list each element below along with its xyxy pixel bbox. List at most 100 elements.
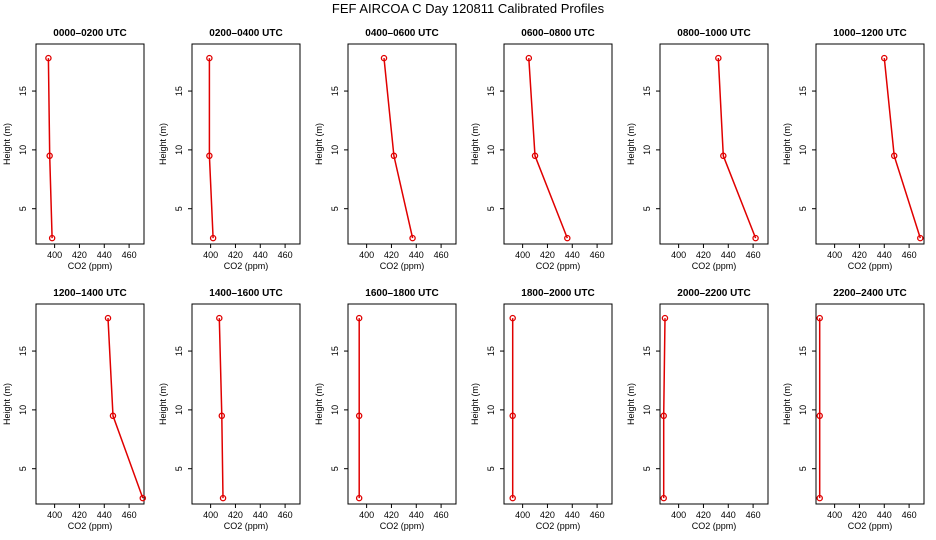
- x-tick-label: 440: [565, 250, 580, 260]
- plot-frame: [503, 43, 613, 245]
- y-tick-label: 10: [642, 405, 652, 415]
- profile-point: [355, 494, 363, 502]
- panel-title: 2000–2200 UTC: [677, 288, 750, 299]
- y-tick-label: 15: [486, 346, 496, 356]
- x-tick-label: 440: [97, 510, 112, 520]
- y-axis-label: Height (m): [782, 123, 792, 165]
- profile-point: [104, 314, 112, 322]
- plot-frame: [815, 43, 925, 245]
- x-tick-label: 460: [746, 510, 761, 520]
- x-tick-label: 460: [278, 250, 293, 260]
- y-tick-label: 15: [330, 86, 340, 96]
- x-axis-label: CO2 (ppm): [692, 521, 737, 531]
- profile-point: [380, 54, 388, 62]
- y-tick-label: 10: [642, 145, 652, 155]
- chart-panel: 2000–2200 UTC 400 420 440 460 5 10 15 CO2 (ppm) H…: [626, 288, 769, 531]
- profile-point: [531, 152, 539, 160]
- x-tick-label: 440: [409, 250, 424, 260]
- x-tick-label: 400: [515, 250, 530, 260]
- x-tick-label: 420: [540, 250, 555, 260]
- y-tick-label: 5: [330, 206, 340, 211]
- y-tick-label: 10: [174, 405, 184, 415]
- panel-title: 2200–2400 UTC: [833, 288, 906, 299]
- y-tick-label: 5: [486, 206, 496, 211]
- profile-point: [206, 152, 213, 160]
- x-tick-label: 440: [877, 510, 892, 520]
- profile-line: [208, 58, 214, 239]
- panel-title: 1400–1600 UTC: [209, 288, 282, 299]
- x-tick-label: 400: [827, 510, 842, 520]
- chart-panel: 0400–0600 UTC 400 420 440 460 5 10 15 CO2 (ppm) H…: [314, 28, 457, 271]
- y-tick-label: 15: [18, 86, 28, 96]
- y-tick-label: 15: [798, 346, 808, 356]
- y-axis-label: Height (m): [158, 123, 168, 165]
- x-tick-label: 460: [902, 510, 917, 520]
- x-tick-label: 420: [540, 510, 555, 520]
- chart-panel: 0200–0400 UTC 400 420 440 460 5 10 15 CO2 (ppm) H…: [158, 28, 301, 271]
- chart-panel: 1000–1200 UTC 400 420 440 460 5 10 15 CO2 (ppm) H…: [782, 28, 925, 271]
- x-tick-label: 440: [409, 510, 424, 520]
- profile-line: [107, 318, 144, 499]
- profile-point: [525, 54, 533, 62]
- y-tick-label: 5: [18, 466, 28, 471]
- chart-panel: 1400–1600 UTC 400 420 440 460 5 10 15 CO2 (ppm) H…: [158, 288, 301, 531]
- plot-frame: [191, 43, 301, 245]
- x-axis-label: CO2 (ppm): [536, 261, 581, 271]
- profile-point: [109, 412, 117, 420]
- plot-frame: [347, 303, 457, 505]
- x-tick-label: 400: [47, 250, 62, 260]
- chart-panel: 1600–1800 UTC 400 420 440 460 5 10 15 CO2 (ppm) H…: [314, 288, 457, 531]
- x-tick-label: 400: [203, 510, 218, 520]
- x-tick-label: 400: [203, 250, 218, 260]
- y-tick-label: 10: [330, 405, 340, 415]
- y-tick-label: 15: [486, 86, 496, 96]
- x-tick-label: 440: [721, 250, 736, 260]
- profile-point: [45, 54, 52, 62]
- x-tick-label: 420: [696, 510, 711, 520]
- profile-point: [816, 314, 823, 322]
- x-tick-label: 400: [359, 510, 374, 520]
- x-tick-label: 400: [671, 510, 686, 520]
- profile-point: [715, 54, 722, 62]
- plot-frame: [347, 43, 457, 245]
- chart-panel: 0000–0200 UTC 400 420 440 460 5 10 15 CO2 (ppm) H…: [2, 28, 145, 271]
- x-tick-label: 420: [852, 250, 867, 260]
- chart-panel: 0600–0800 UTC 400 420 440 460 5 10 15 CO2 (ppm) H…: [470, 28, 613, 271]
- chart-panel: 0800–1000 UTC 400 420 440 460 5 10 15 CO2 (ppm) H…: [626, 28, 769, 271]
- y-axis-label: Height (m): [2, 383, 12, 425]
- panel-title: 0000–0200 UTC: [53, 28, 126, 39]
- y-tick-label: 5: [642, 206, 652, 211]
- profile-line: [47, 58, 53, 239]
- x-tick-label: 460: [278, 510, 293, 520]
- page-title: FEF AIRCOA C Day 120811 Calibrated Profi…: [331, 1, 605, 16]
- x-tick-label: 440: [721, 510, 736, 520]
- profile-point: [816, 412, 823, 420]
- x-tick-label: 460: [434, 510, 449, 520]
- profile-point: [219, 494, 227, 502]
- panel-title: 0600–0800 UTC: [521, 28, 594, 39]
- chart-panel: 1800–2000 UTC 400 420 440 460 5 10 15 CO2 (ppm) H…: [470, 288, 613, 531]
- profile-point: [881, 54, 888, 62]
- panel-title: 1800–2000 UTC: [521, 288, 594, 299]
- x-tick-label: 420: [696, 250, 711, 260]
- y-tick-label: 10: [798, 405, 808, 415]
- y-axis-label: Height (m): [470, 383, 480, 425]
- x-axis-label: CO2 (ppm): [224, 521, 269, 531]
- profile-point: [660, 412, 667, 420]
- profile-point: [720, 152, 727, 160]
- profile-point: [390, 152, 398, 160]
- panel-title: 1600–1800 UTC: [365, 288, 438, 299]
- plot-frame: [35, 303, 145, 505]
- y-tick-label: 15: [174, 86, 184, 96]
- y-axis-label: Height (m): [470, 123, 480, 165]
- y-tick-label: 10: [798, 145, 808, 155]
- profile-point: [509, 412, 516, 420]
- x-tick-label: 440: [877, 250, 892, 260]
- profile-point: [816, 494, 823, 502]
- x-tick-label: 420: [72, 510, 87, 520]
- x-axis-label: CO2 (ppm): [380, 521, 425, 531]
- profile-line: [717, 58, 757, 239]
- x-tick-label: 400: [671, 250, 686, 260]
- x-tick-label: 460: [902, 250, 917, 260]
